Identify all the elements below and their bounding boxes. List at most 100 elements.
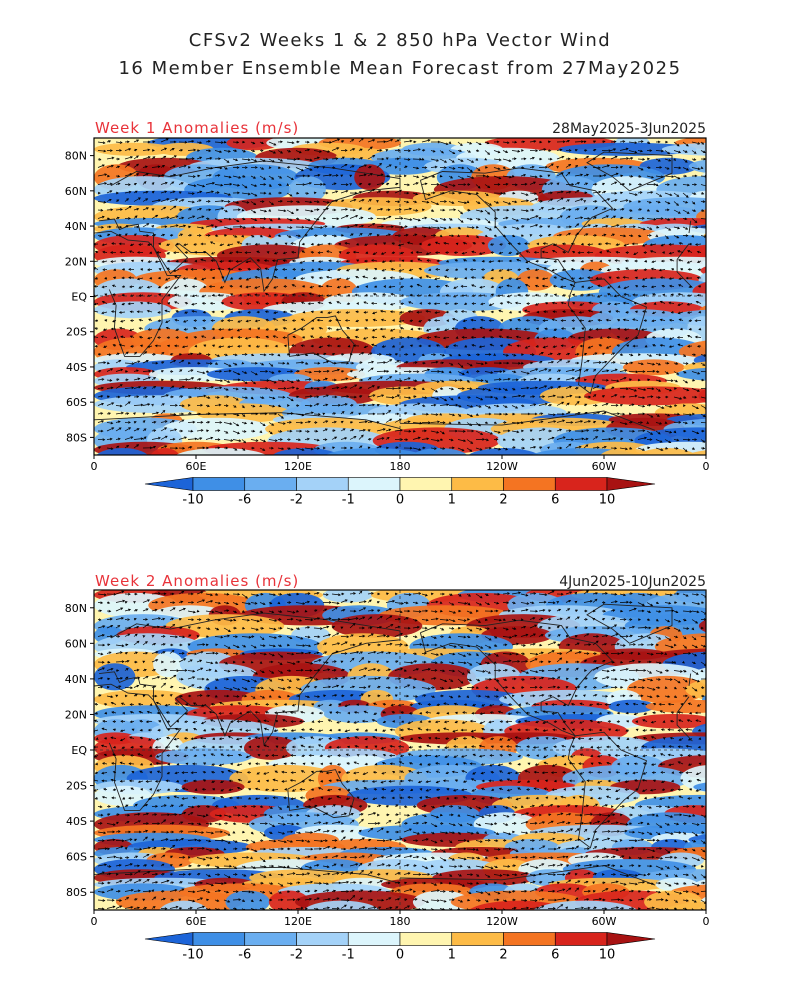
wind-vector-head: [445, 293, 449, 297]
wind-vector-head: [211, 190, 215, 194]
wind-vector-head: [101, 301, 105, 304]
wind-vector-head: [707, 226, 709, 228]
wind-vector-head: [287, 165, 291, 169]
wind-vector-head: [335, 260, 339, 263]
wind-vector-head: [694, 174, 698, 178]
wind-vector: [570, 284, 576, 287]
wind-vector-head: [505, 216, 509, 220]
wind-vector: [669, 337, 675, 340]
wind-vector-head: [417, 402, 421, 406]
wind-vector-head: [707, 398, 709, 400]
wind-vector-head: [136, 225, 140, 229]
wind-vector: [273, 335, 279, 338]
wind-vector: [237, 328, 243, 332]
wind-vector-head: [426, 328, 429, 332]
wind-vector-head: [641, 285, 645, 288]
wind-vector-head: [658, 389, 661, 392]
wind-vector-head: [576, 223, 580, 226]
wind-vector-head: [284, 242, 288, 246]
wind-vector-head: [535, 276, 539, 280]
wind-vector-head: [650, 285, 654, 289]
wind-vector-head: [444, 398, 448, 402]
wind-vector-head: [560, 197, 564, 201]
wind-vector: [538, 403, 548, 406]
wind-vector: [232, 388, 239, 390]
wind-vector-head: [478, 142, 482, 146]
panel1-label: Week 1 Anomalies (m/s): [95, 119, 299, 137]
wind-vector-head: [118, 233, 122, 237]
wind-vector-head: [362, 275, 366, 279]
wind-vector-head: [535, 386, 539, 390]
wind-vector-head: [525, 250, 529, 253]
panel1-map: [94, 138, 709, 455]
wind-vector: [669, 345, 675, 348]
wind-vector: [142, 149, 150, 151]
wind-vector-head: [272, 159, 275, 163]
wind-vector: [421, 226, 431, 229]
wind-vector: [124, 198, 129, 202]
wind-vector-head: [632, 293, 636, 297]
wind-vector-head: [677, 303, 681, 306]
wind-vector: [322, 404, 328, 406]
wind-vector: [587, 243, 594, 246]
wind-vector: [543, 243, 549, 245]
wind-vector: [241, 371, 247, 374]
wind-vector-head: [497, 150, 501, 154]
wind-vector-head: [264, 267, 268, 271]
wind-vector-head: [442, 191, 446, 195]
wind-vector-head: [587, 217, 591, 220]
wind-vector: [506, 336, 513, 338]
wind-vector-head: [544, 402, 548, 406]
wind-vector: [583, 360, 590, 364]
wind-vector-head: [345, 215, 349, 218]
wind-vector-head: [623, 293, 627, 296]
wind-vector: [403, 158, 410, 161]
wind-vector: [484, 388, 491, 391]
wind-vector: [376, 225, 384, 228]
wind-vector-head: [435, 327, 439, 331]
wind-vector-head: [370, 367, 374, 371]
wind-vector: [394, 208, 402, 211]
wind-vector-head: [624, 259, 628, 263]
wind-vector-head: [98, 158, 102, 161]
wind-vector: [349, 148, 355, 151]
wind-vector-head: [153, 386, 157, 389]
wind-vector-head: [399, 379, 403, 383]
wind-vector: [214, 184, 223, 186]
wind-vector-head: [234, 362, 238, 366]
wind-vector-head: [486, 141, 490, 145]
wind-vector-head: [614, 394, 618, 397]
wind-vector-head: [116, 378, 120, 382]
wind-vector-head: [369, 146, 373, 150]
wind-vector-head: [695, 226, 699, 229]
wind-vector-head: [642, 244, 645, 247]
wind-vector: [196, 156, 202, 160]
wind-vector-head: [653, 217, 657, 221]
wind-vector-head: [667, 218, 671, 221]
wind-vector-head: [602, 421, 606, 424]
wind-vector: [223, 379, 230, 383]
wind-vector: [543, 345, 549, 348]
wind-vector-head: [121, 302, 125, 306]
wind-vector-head: [212, 336, 216, 339]
wind-vector-head: [336, 277, 340, 281]
wind-vector: [390, 328, 396, 332]
wind-vector-head: [318, 370, 322, 373]
wind-vector-head: [550, 163, 554, 167]
wind-vector-head: [484, 157, 488, 161]
wind-vector: [565, 172, 571, 177]
wind-vector-head: [104, 319, 108, 322]
wind-vector-head: [175, 224, 179, 227]
wind-vector-head: [525, 209, 529, 213]
wind-vector: [327, 335, 333, 338]
wind-vector-head: [454, 310, 458, 314]
wind-vector-head: [104, 182, 108, 185]
wind-vector-head: [365, 319, 368, 322]
wind-vector-head: [550, 352, 553, 356]
wind-vector-head: [693, 158, 697, 161]
wind-vector: [673, 201, 679, 206]
wind-vector: [246, 286, 252, 288]
wind-vector-head: [117, 395, 121, 399]
wind-vector-head: [184, 311, 188, 314]
wind-vector-head: [594, 199, 598, 203]
